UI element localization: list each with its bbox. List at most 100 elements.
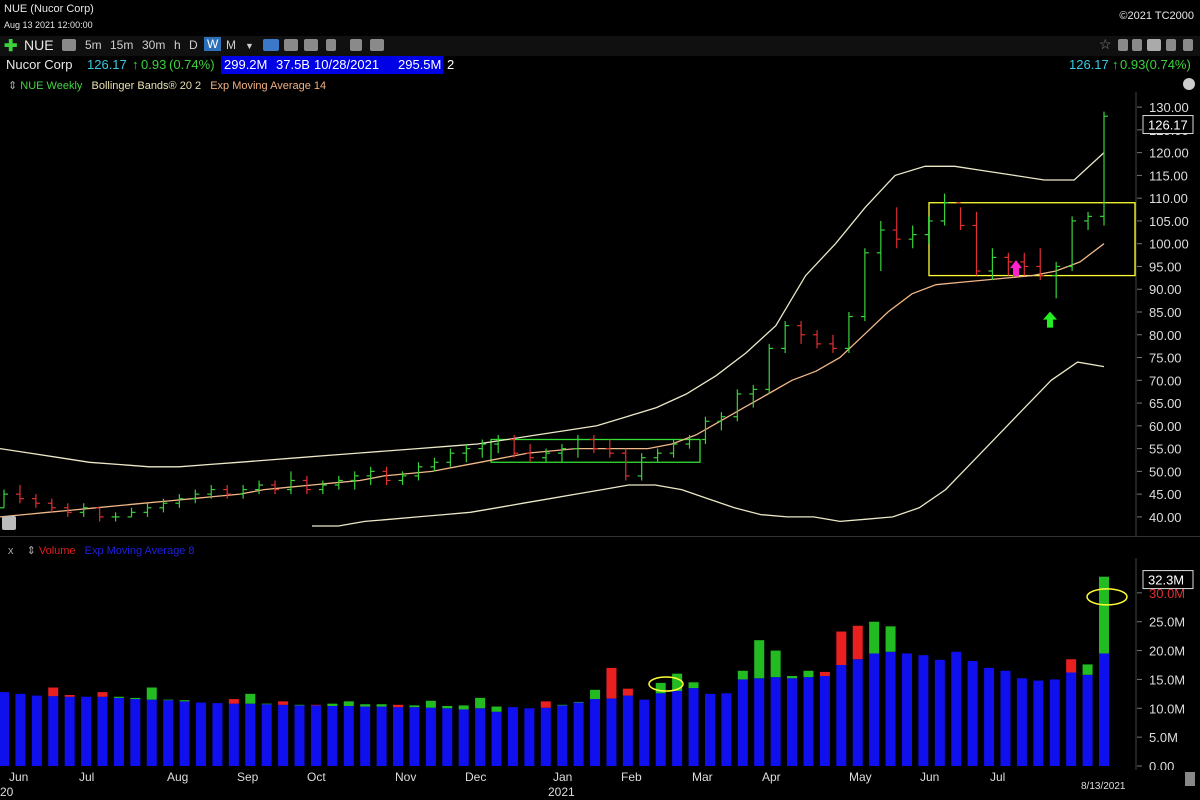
volume-bar-base [212, 703, 223, 766]
volume-bar [573, 701, 584, 766]
ohlc-bar [366, 466, 375, 486]
ohlc-bar [0, 489, 8, 509]
volume-bar-base [721, 693, 732, 766]
volume-bar-base [442, 708, 453, 766]
menu-icon[interactable] [1183, 39, 1193, 51]
ohlc-bar [175, 494, 184, 508]
volume-bar-base [507, 707, 518, 766]
legend-bollinger[interactable]: Bollinger Bands® 20 2 [91, 80, 202, 92]
ohlc-bar [589, 434, 598, 454]
volume-bar [113, 696, 124, 766]
volume-tick-label: 30.0M [1149, 586, 1185, 601]
avg-volume: 295.5M [398, 57, 442, 72]
volume-bar-excess [163, 699, 174, 701]
link-icon[interactable] [62, 39, 76, 51]
volume-bar-base [64, 696, 75, 766]
timeframe-15m[interactable]: 15m [110, 38, 134, 52]
timeframe-hour[interactable]: h [174, 38, 181, 52]
timeframe-day[interactable]: D [189, 38, 198, 52]
volume-bar-base [130, 699, 141, 766]
volume-bar-base [590, 699, 601, 766]
legend-volume[interactable]: Volume [38, 545, 76, 557]
timeframe-month[interactable]: M [226, 38, 236, 52]
volume-bar [622, 688, 633, 766]
expand-icon[interactable] [1166, 39, 1176, 51]
timeframe-30m[interactable]: 30m [142, 38, 166, 52]
volume-bar-base [376, 706, 387, 766]
legend-ema[interactable]: Exp Moving Average 14 [210, 80, 327, 92]
volume-bar-excess [1082, 664, 1093, 675]
palette-icon[interactable] [1183, 78, 1195, 90]
ohlc-bar [334, 475, 343, 490]
star-icon[interactable]: ☆ [1099, 36, 1112, 52]
volume-bar-base [196, 702, 207, 766]
symbol-label[interactable]: NUE [24, 37, 54, 53]
volume-bar-excess [1066, 659, 1077, 673]
volume-bar [934, 659, 945, 766]
volume-tick-label: 25.0M [1149, 615, 1185, 630]
volume-bar [425, 700, 436, 766]
volume-bar-base [737, 679, 748, 766]
legend-volume-ema[interactable]: Exp Moving Average 8 [84, 545, 195, 557]
volume-bar-excess [590, 689, 601, 700]
close-pane-icon[interactable]: x [8, 545, 14, 557]
volume-sort-icon[interactable]: ⇕ [26, 545, 39, 557]
volume-bar-excess [622, 688, 633, 696]
volume-bar-base [787, 678, 798, 766]
volume-bar-base [639, 699, 650, 766]
volume-bar [261, 703, 272, 766]
draw-line-icon[interactable] [350, 39, 362, 51]
volume-bar-excess [360, 704, 371, 707]
volume-bar-excess [245, 693, 256, 704]
add-symbol-icon[interactable]: ✚ [4, 38, 18, 55]
flag-icon[interactable] [1118, 39, 1128, 51]
ohlc-bar [685, 434, 694, 449]
timeframe-week[interactable]: W [204, 37, 222, 51]
volume-bar-base [524, 708, 535, 766]
volume-bar-base [770, 677, 781, 766]
green-arrow-icon [1043, 311, 1057, 328]
pencil-icon[interactable] [326, 39, 336, 51]
legend-series[interactable]: NUE Weekly [20, 80, 83, 92]
ohlc-bar [876, 220, 885, 272]
grid-icon[interactable] [304, 39, 318, 51]
price-chart[interactable]: 40.00 45.00 50.00 55.00 60.00 65.00 70.00 75.00… [0, 92, 1200, 536]
volume-bar [393, 704, 404, 766]
volume-bar [294, 704, 305, 766]
volume-bar-base [458, 709, 469, 766]
pane-divider[interactable] [0, 536, 1200, 537]
ohlc-bar [223, 485, 232, 499]
volume-bar-excess [688, 682, 699, 689]
ohlc-bar [781, 321, 790, 353]
sort-icon[interactable]: ⇕ [8, 80, 21, 92]
ohlc-bar [1068, 216, 1077, 272]
volume-bar-excess [442, 705, 453, 709]
volume-bar-base [704, 693, 715, 766]
volume-bar-base [48, 696, 59, 766]
volume-bar-base [984, 667, 995, 766]
timeframe-5m[interactable]: 5m [85, 38, 102, 52]
volume-bar [81, 696, 92, 766]
volume-bar-base [425, 707, 436, 766]
ohlc-bar [95, 507, 104, 522]
ohlc-bar [828, 334, 837, 353]
x-tick-label: Aug [167, 770, 188, 784]
share-icon[interactable] [370, 39, 384, 51]
volume-tick-label: 5.0M [1149, 730, 1178, 745]
timeframe-dropdown-icon[interactable]: ▼ [245, 41, 254, 51]
right-change: 0.93(0.74%) [1120, 57, 1191, 72]
volume-bar-excess [836, 631, 847, 665]
ohlc-bar [79, 503, 88, 517]
volume-bar-base [310, 705, 321, 766]
chart-type-icon[interactable] [263, 39, 279, 51]
volume-bar [130, 697, 141, 766]
x-tick-label: Mar [692, 770, 713, 784]
bars-icon[interactable] [284, 39, 298, 51]
volume-bar [0, 692, 9, 766]
alert-icon[interactable] [1132, 39, 1142, 51]
volume-legend: x ⇕ Volume Exp Moving Average 8 [8, 544, 194, 557]
volume-bar-base [885, 651, 896, 766]
volume-bar-base [1033, 680, 1044, 766]
settings-icon[interactable] [1147, 39, 1161, 51]
